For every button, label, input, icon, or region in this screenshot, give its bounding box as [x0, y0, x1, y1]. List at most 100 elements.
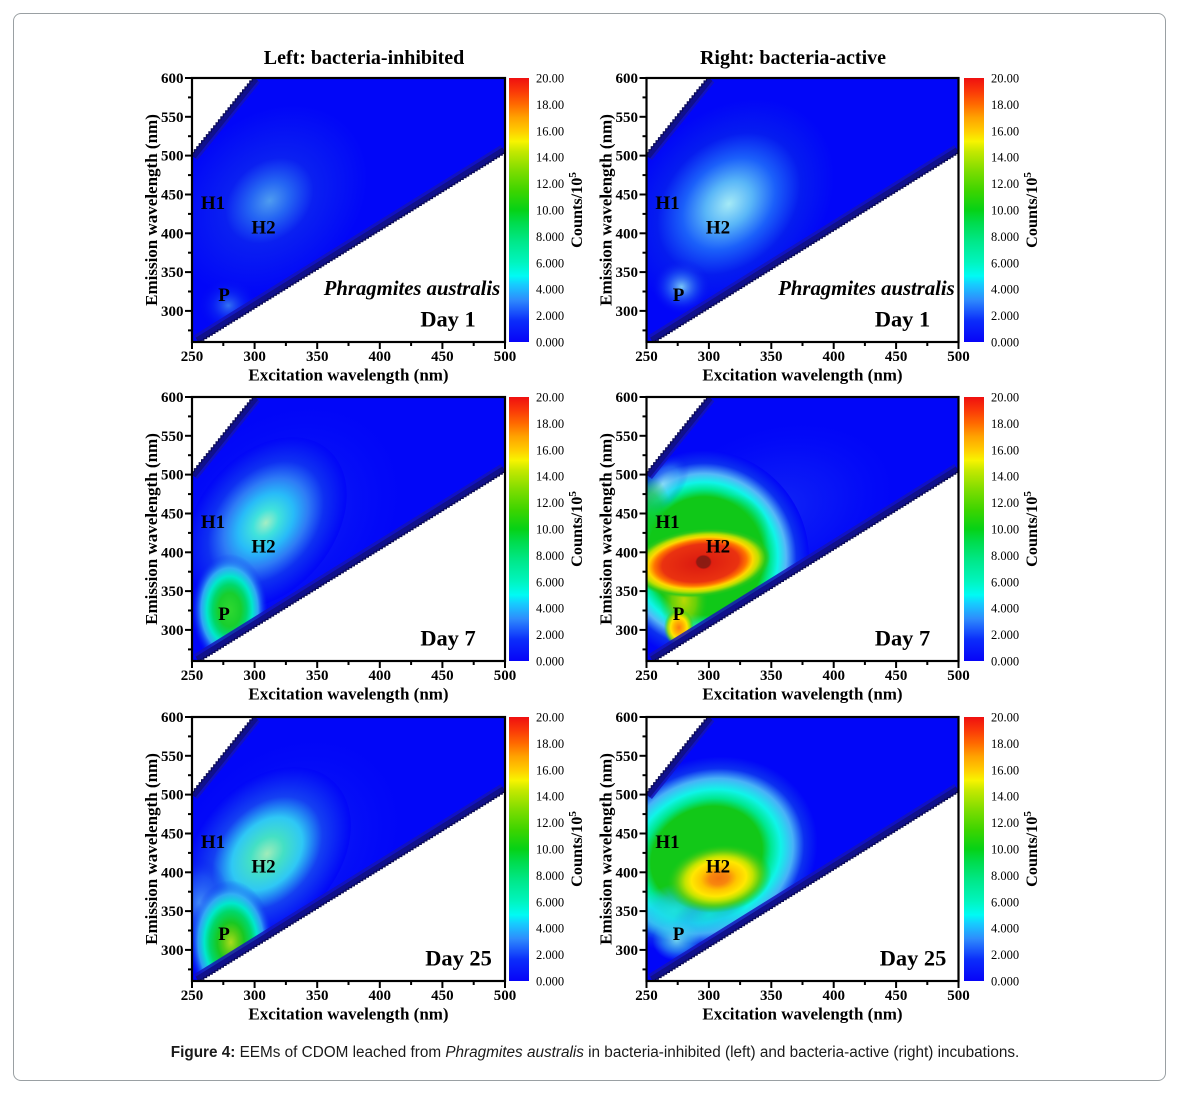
svg-text:12.00: 12.00: [991, 816, 1019, 830]
svg-text:0.000: 0.000: [991, 655, 1019, 669]
svg-text:450: 450: [431, 668, 454, 684]
svg-text:350: 350: [616, 265, 639, 281]
svg-text:400: 400: [616, 226, 639, 242]
svg-text:2.000: 2.000: [536, 309, 564, 323]
svg-text:300: 300: [161, 304, 184, 320]
svg-text:H1: H1: [655, 832, 679, 853]
svg-text:Counts/105: Counts/105: [567, 811, 586, 887]
svg-text:Counts/105: Counts/105: [1022, 811, 1041, 887]
svg-text:Day 25: Day 25: [425, 946, 492, 971]
svg-text:300: 300: [161, 943, 184, 959]
svg-text:4.000: 4.000: [991, 602, 1019, 616]
svg-text:500: 500: [616, 468, 639, 484]
svg-text:400: 400: [616, 865, 639, 881]
svg-text:Emission wavelength (nm): Emission wavelength (nm): [142, 114, 161, 306]
svg-text:400: 400: [161, 545, 184, 561]
svg-text:500: 500: [947, 668, 970, 684]
svg-text:8.000: 8.000: [536, 230, 564, 244]
svg-text:8.000: 8.000: [536, 549, 564, 563]
svg-text:500: 500: [947, 349, 970, 365]
svg-text:600: 600: [161, 390, 184, 406]
svg-text:H1: H1: [201, 193, 225, 214]
svg-text:600: 600: [161, 71, 184, 87]
svg-text:8.000: 8.000: [991, 549, 1019, 563]
svg-text:500: 500: [947, 988, 970, 1004]
svg-text:450: 450: [885, 668, 908, 684]
svg-text:10.00: 10.00: [991, 843, 1019, 857]
svg-text:4.000: 4.000: [991, 922, 1019, 936]
svg-text:Excitation wavelength (nm): Excitation wavelength (nm): [702, 1005, 902, 1024]
svg-text:0.000: 0.000: [536, 336, 564, 350]
svg-text:2.000: 2.000: [536, 628, 564, 642]
svg-text:P: P: [673, 604, 685, 625]
svg-text:20.00: 20.00: [536, 711, 564, 725]
svg-text:550: 550: [161, 429, 184, 445]
svg-text:8.000: 8.000: [536, 869, 564, 883]
svg-text:20.00: 20.00: [536, 391, 564, 405]
svg-text:300: 300: [698, 349, 721, 365]
svg-text:350: 350: [161, 265, 184, 281]
svg-text:2.000: 2.000: [536, 948, 564, 962]
svg-text:500: 500: [494, 668, 517, 684]
svg-text:12.00: 12.00: [536, 177, 564, 191]
svg-text:4.000: 4.000: [536, 602, 564, 616]
svg-text:12.00: 12.00: [991, 496, 1019, 510]
svg-text:450: 450: [616, 188, 639, 204]
svg-text:10.00: 10.00: [536, 204, 564, 218]
svg-text:H2: H2: [706, 857, 730, 878]
svg-text:14.00: 14.00: [536, 790, 564, 804]
svg-text:16.00: 16.00: [536, 763, 564, 777]
svg-text:Excitation wavelength (nm): Excitation wavelength (nm): [702, 685, 902, 704]
svg-text:18.00: 18.00: [536, 737, 564, 751]
svg-text:2.000: 2.000: [991, 309, 1019, 323]
svg-text:300: 300: [616, 304, 639, 320]
svg-text:Excitation wavelength (nm): Excitation wavelength (nm): [248, 366, 448, 385]
svg-text:Right: bacteria-active: Right: bacteria-active: [700, 47, 886, 69]
svg-text:250: 250: [635, 349, 658, 365]
svg-text:6.000: 6.000: [991, 575, 1019, 589]
svg-text:350: 350: [161, 584, 184, 600]
svg-text:400: 400: [161, 865, 184, 881]
svg-text:400: 400: [369, 988, 392, 1004]
svg-text:18.00: 18.00: [536, 98, 564, 112]
svg-text:6.000: 6.000: [536, 575, 564, 589]
svg-text:20.00: 20.00: [991, 391, 1019, 405]
svg-text:Counts/105: Counts/105: [567, 491, 586, 567]
svg-text:Counts/105: Counts/105: [1022, 491, 1041, 567]
svg-text:350: 350: [161, 904, 184, 920]
svg-text:450: 450: [161, 827, 184, 843]
svg-text:Day 7: Day 7: [420, 626, 475, 651]
svg-text:Left: bacteria-inhibited: Left: bacteria-inhibited: [264, 47, 465, 69]
svg-text:350: 350: [306, 349, 329, 365]
svg-text:450: 450: [431, 988, 454, 1004]
svg-text:Emission wavelength (nm): Emission wavelength (nm): [597, 114, 616, 306]
svg-text:600: 600: [616, 390, 639, 406]
svg-text:350: 350: [306, 988, 329, 1004]
svg-text:350: 350: [616, 904, 639, 920]
svg-text:H1: H1: [201, 832, 225, 853]
svg-text:Emission wavelength (nm): Emission wavelength (nm): [142, 433, 161, 625]
svg-text:350: 350: [760, 988, 783, 1004]
svg-text:300: 300: [161, 623, 184, 639]
svg-text:2.000: 2.000: [991, 628, 1019, 642]
svg-text:Excitation wavelength (nm): Excitation wavelength (nm): [702, 366, 902, 385]
svg-text:500: 500: [161, 468, 184, 484]
svg-text:20.00: 20.00: [991, 711, 1019, 725]
svg-text:250: 250: [181, 988, 204, 1004]
svg-text:H2: H2: [251, 857, 275, 878]
svg-text:300: 300: [698, 668, 721, 684]
svg-text:18.00: 18.00: [536, 417, 564, 431]
svg-text:Counts/105: Counts/105: [567, 172, 586, 248]
svg-text:500: 500: [161, 149, 184, 165]
svg-text:400: 400: [822, 668, 845, 684]
svg-text:350: 350: [616, 584, 639, 600]
svg-text:16.00: 16.00: [536, 443, 564, 457]
svg-text:250: 250: [635, 668, 658, 684]
svg-text:14.00: 14.00: [536, 151, 564, 165]
svg-text:P: P: [673, 285, 685, 306]
svg-text:550: 550: [161, 749, 184, 765]
svg-text:Emission wavelength (nm): Emission wavelength (nm): [597, 433, 616, 625]
svg-text:2.000: 2.000: [991, 948, 1019, 962]
svg-text:300: 300: [616, 623, 639, 639]
svg-text:10.00: 10.00: [991, 523, 1019, 537]
